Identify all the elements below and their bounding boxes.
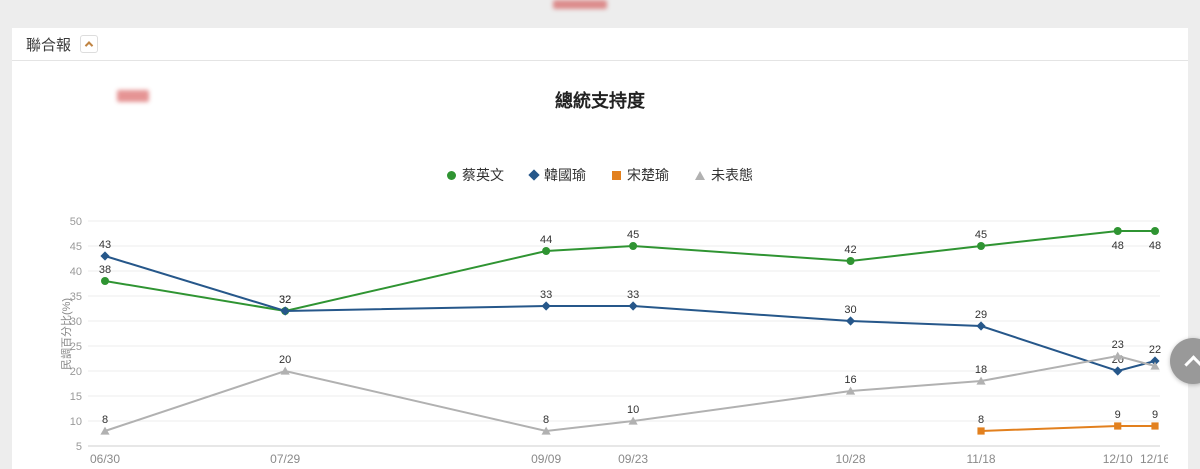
svg-text:20: 20 <box>70 366 82 378</box>
svg-text:42: 42 <box>844 244 856 256</box>
scroll-to-top-button[interactable] <box>1170 338 1200 384</box>
chevron-up-icon <box>84 41 94 50</box>
svg-text:44: 44 <box>540 234 552 246</box>
legend-item-韓國瑜[interactable]: 韓國瑜 <box>528 165 586 185</box>
source-title: 聯合報 <box>26 36 72 54</box>
svg-text:07/29: 07/29 <box>270 452 300 466</box>
legend-item-蔡英文[interactable]: 蔡英文 <box>447 165 504 185</box>
svg-text:25: 25 <box>70 341 82 353</box>
svg-text:10: 10 <box>627 404 639 416</box>
svg-text:8: 8 <box>543 414 549 426</box>
content-panel: 聯合報 總統支持度 蔡英文 韓國瑜 宋楚瑜 未表態 民調百分比(%) 50 45 40 35… <box>12 28 1188 469</box>
svg-text:45: 45 <box>975 229 987 241</box>
svg-text:30: 30 <box>844 304 856 316</box>
svg-text:8: 8 <box>102 414 108 426</box>
panel-header: 聯合報 <box>12 28 1188 61</box>
triangle-marker-icon <box>695 170 705 180</box>
svg-text:35: 35 <box>70 291 82 303</box>
svg-text:06/30: 06/30 <box>90 452 120 466</box>
svg-text:9: 9 <box>1152 409 1158 421</box>
circle-marker-icon <box>447 170 456 180</box>
svg-text:45: 45 <box>70 241 82 253</box>
svg-text:50: 50 <box>70 216 82 228</box>
line-chart: 50 45 40 35 30 25 20 15 10 5 06/30 07/29 09/09 09/23 1… <box>70 216 1168 466</box>
svg-text:8: 8 <box>978 414 984 426</box>
collapse-button[interactable] <box>80 35 99 53</box>
legend-label: 蔡英文 <box>462 167 504 183</box>
svg-text:48: 48 <box>1112 240 1124 252</box>
svg-text:9: 9 <box>1115 409 1121 421</box>
svg-text:40: 40 <box>70 266 82 278</box>
svg-text:32: 32 <box>279 294 291 306</box>
svg-text:30: 30 <box>70 316 82 328</box>
svg-text:09/23: 09/23 <box>618 452 648 466</box>
svg-text:18: 18 <box>975 364 987 376</box>
svg-text:32: 32 <box>279 294 291 306</box>
legend-label: 未表態 <box>711 167 753 183</box>
svg-text:23: 23 <box>1112 339 1124 351</box>
svg-text:48: 48 <box>1149 240 1161 252</box>
svg-text:22: 22 <box>1149 344 1161 356</box>
legend-label: 宋楚瑜 <box>627 167 669 183</box>
chevron-up-icon <box>1183 355 1200 374</box>
svg-text:29: 29 <box>975 309 987 321</box>
chart-area: 民調百分比(%) 50 45 40 35 30 25 20 15 10 5 06/30 07/29 09… <box>12 207 1188 469</box>
diamond-marker-icon <box>528 169 540 181</box>
svg-text:10: 10 <box>70 416 82 428</box>
chart-title: 總統支持度 <box>555 91 645 111</box>
svg-text:33: 33 <box>540 289 552 301</box>
square-marker-icon <box>612 170 621 180</box>
legend-item-宋楚瑜[interactable]: 宋楚瑜 <box>612 165 669 185</box>
svg-text:5: 5 <box>76 441 82 453</box>
svg-text:15: 15 <box>70 391 82 403</box>
y-axis-label: 民調百分比(%) <box>61 297 73 371</box>
legend-label: 韓國瑜 <box>544 167 586 183</box>
svg-text:16: 16 <box>844 374 856 386</box>
svg-text:38: 38 <box>99 264 111 276</box>
blurred-text-artifact <box>553 0 607 9</box>
svg-text:33: 33 <box>627 289 639 301</box>
chart-legend: 蔡英文 韓國瑜 宋楚瑜 未表態 <box>12 165 1188 185</box>
svg-text:11/18: 11/18 <box>966 452 995 466</box>
svg-text:12/16: 12/16 <box>1140 452 1168 466</box>
svg-text:20: 20 <box>279 354 291 366</box>
svg-text:45: 45 <box>627 229 639 241</box>
svg-text:12/10: 12/10 <box>1103 452 1133 466</box>
svg-text:43: 43 <box>99 239 111 251</box>
legend-item-未表態[interactable]: 未表態 <box>695 165 753 185</box>
svg-text:10/28: 10/28 <box>836 452 866 466</box>
svg-text:09/09: 09/09 <box>531 452 561 466</box>
